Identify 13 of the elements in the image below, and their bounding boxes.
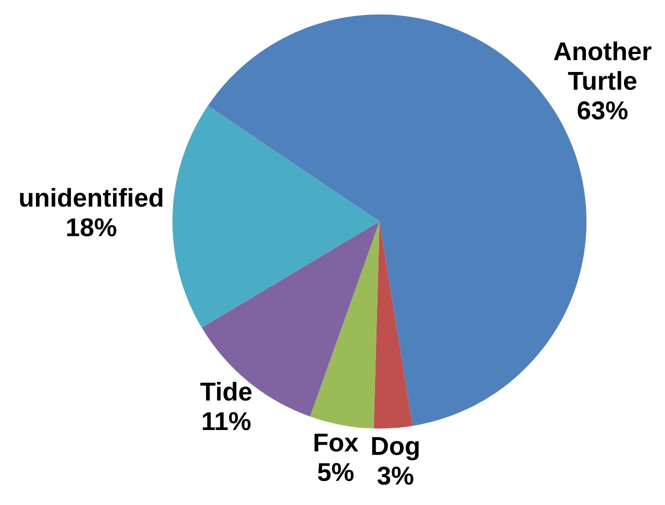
pie-slice [374, 222, 413, 428]
pie-slice [310, 222, 380, 428]
slice-label: Dog [372, 437, 419, 460]
data-label: 63% [578, 101, 628, 120]
slice-label: unidentified [20, 188, 162, 207]
slice-label: Another Turtle [554, 42, 652, 90]
data-label: 5% [318, 463, 354, 482]
slice-label: Tide [200, 382, 252, 401]
data-label: 18% [67, 218, 116, 236]
slice-label: Fox [314, 434, 358, 452]
pie-slice [172, 106, 380, 328]
data-label: 3% [377, 466, 414, 485]
data-label: 11% [202, 412, 251, 430]
